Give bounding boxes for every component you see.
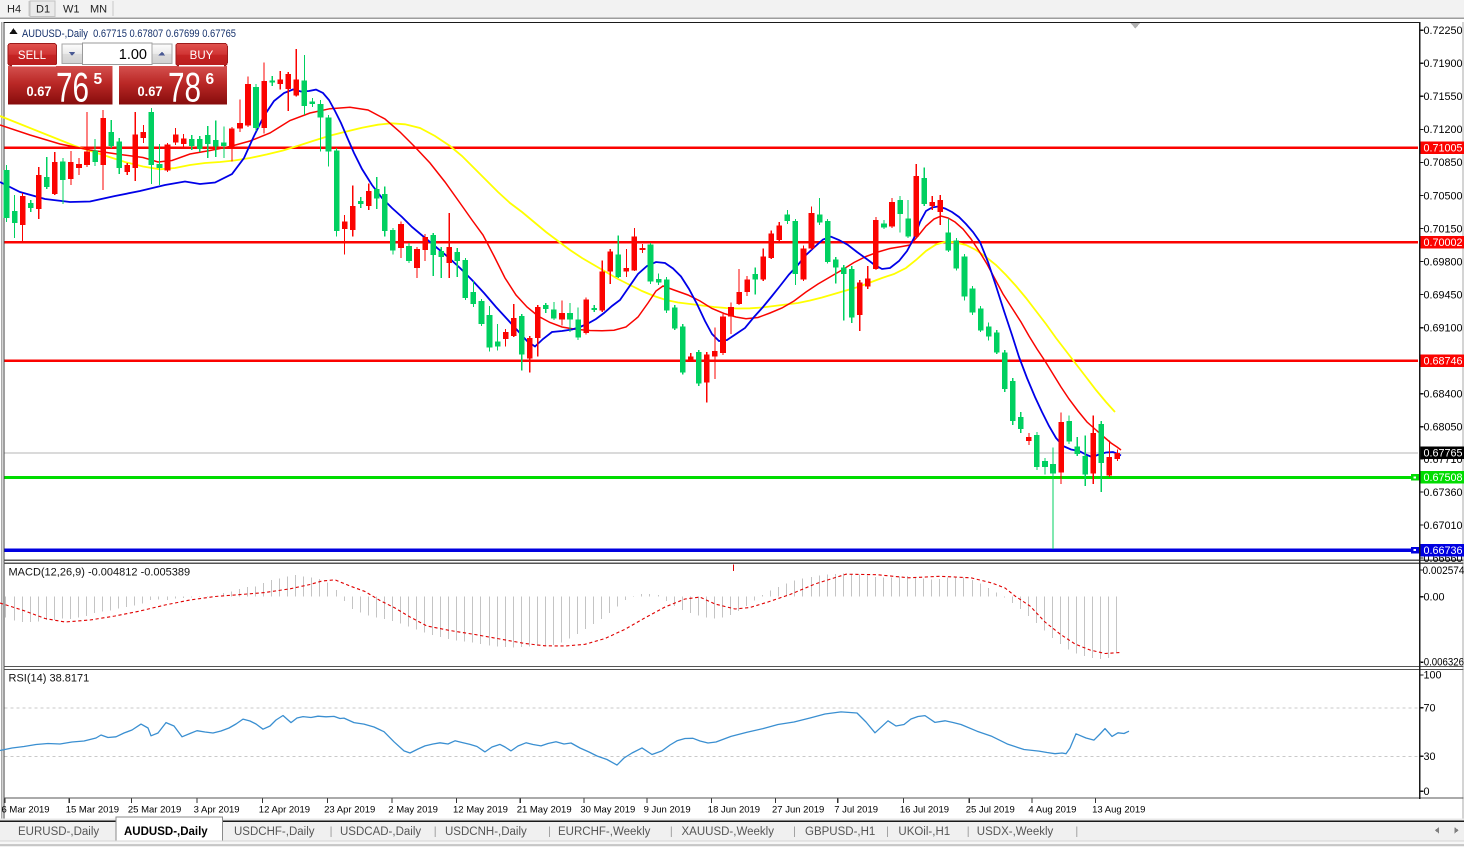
svg-text:6: 6 [206,71,215,88]
svg-text:23 Apr 2019: 23 Apr 2019 [324,805,375,816]
svg-text:EURUSD-,Daily: EURUSD-,Daily [18,826,99,838]
svg-text:5: 5 [94,71,103,88]
svg-text:0.69800: 0.69800 [1424,256,1463,268]
svg-text:27 Jun 2019: 27 Jun 2019 [772,805,824,816]
svg-text:21 May 2019: 21 May 2019 [517,805,572,816]
svg-text:USDCNH-,Daily: USDCNH-,Daily [445,826,527,838]
svg-text:0.67360: 0.67360 [1424,487,1463,499]
svg-text:7 Jul 2019: 7 Jul 2019 [834,805,878,816]
svg-text:MACD(12,26,9) -0.004812 -0.005: MACD(12,26,9) -0.004812 -0.005389 [9,567,191,579]
svg-text:25 Mar 2019: 25 Mar 2019 [128,805,181,816]
svg-text:D1: D1 [36,3,50,15]
svg-text:GBPUSD-,H1: GBPUSD-,H1 [805,826,875,838]
svg-text:EURCHF-,Weekly: EURCHF-,Weekly [558,826,651,838]
svg-text:0.67765: 0.67765 [1424,448,1463,460]
svg-text:30 May 2019: 30 May 2019 [580,805,635,816]
svg-text:0.68746: 0.68746 [1424,356,1463,368]
svg-text:AUDUSD-,Daily: AUDUSD-,Daily [124,826,208,838]
svg-text:25 Jul 2019: 25 Jul 2019 [966,805,1015,816]
svg-text:0.69100: 0.69100 [1424,323,1463,335]
svg-text:0.72250: 0.72250 [1424,25,1463,37]
svg-text:0.68050: 0.68050 [1424,422,1463,434]
svg-text:|: | [330,826,333,838]
svg-text:|: | [793,826,796,838]
svg-text:0.71900: 0.71900 [1424,58,1463,70]
svg-text:30: 30 [1424,751,1436,763]
svg-text:0.70002: 0.70002 [1424,237,1463,249]
svg-text:MN: MN [90,3,107,15]
svg-text:0.69450: 0.69450 [1424,289,1463,301]
svg-text:|: | [434,826,437,838]
svg-text:12 May 2019: 12 May 2019 [453,805,508,816]
svg-text:76: 76 [56,64,89,111]
svg-text:USDX-,Weekly: USDX-,Weekly [977,826,1054,838]
svg-text:100: 100 [1424,670,1442,682]
svg-text:USDCAD-,Daily: USDCAD-,Daily [340,826,421,838]
svg-text:0.00: 0.00 [1424,592,1445,604]
svg-text:0.70500: 0.70500 [1424,190,1463,202]
svg-text:0.67508: 0.67508 [1424,472,1463,484]
svg-text:70: 70 [1424,703,1436,715]
svg-text:2 May 2019: 2 May 2019 [388,805,438,816]
svg-text:4 Aug 2019: 4 Aug 2019 [1028,805,1076,816]
svg-text:0.67: 0.67 [138,84,163,99]
svg-text:BUY: BUY [190,50,214,62]
svg-text:USDCHF-,Daily: USDCHF-,Daily [234,826,315,838]
svg-text:18 Jun 2019: 18 Jun 2019 [708,805,760,816]
svg-text:AUDUSD-,Daily 0.67715 0.67807: AUDUSD-,Daily 0.67715 0.67807 0.67699 0.… [22,28,236,40]
svg-text:W1: W1 [63,3,80,15]
svg-text:|: | [670,826,673,838]
svg-text:6 Mar 2019: 6 Mar 2019 [2,805,50,816]
svg-text:XAUUSD-,Weekly: XAUUSD-,Weekly [682,826,775,838]
svg-text:78: 78 [168,64,201,111]
svg-text:0: 0 [1424,786,1430,798]
svg-text:0.70850: 0.70850 [1424,157,1463,169]
svg-text:0.70150: 0.70150 [1424,223,1463,235]
svg-text:0.71550: 0.71550 [1424,91,1463,103]
svg-text:|: | [548,826,551,838]
svg-text:UKOil-,H1: UKOil-,H1 [898,826,950,838]
svg-text:|: | [886,826,889,838]
svg-text:9 Jun 2019: 9 Jun 2019 [644,805,691,816]
svg-text:16 Jul 2019: 16 Jul 2019 [900,805,949,816]
svg-text:0.71005: 0.71005 [1424,143,1463,155]
svg-text:SELL: SELL [18,50,47,62]
svg-text:0.002574: 0.002574 [1423,565,1464,577]
svg-text:0.66736: 0.66736 [1424,545,1463,557]
svg-text:|: | [967,826,970,838]
svg-text:3 Apr 2019: 3 Apr 2019 [194,805,240,816]
svg-text:RSI(14) 38.8171: RSI(14) 38.8171 [9,673,90,685]
svg-text:0.68400: 0.68400 [1424,389,1463,401]
svg-text:15 Mar 2019: 15 Mar 2019 [66,805,119,816]
svg-text:12 Apr 2019: 12 Apr 2019 [259,805,310,816]
svg-text:13 Aug 2019: 13 Aug 2019 [1092,805,1145,816]
svg-text:1.00: 1.00 [119,47,147,63]
svg-text:-0.006326: -0.006326 [1421,657,1464,669]
svg-text:|: | [1075,826,1078,838]
svg-text:0.67010: 0.67010 [1424,520,1463,532]
svg-text:H4: H4 [7,3,21,15]
svg-text:0.71200: 0.71200 [1424,124,1463,136]
svg-text:0.67: 0.67 [27,84,52,99]
